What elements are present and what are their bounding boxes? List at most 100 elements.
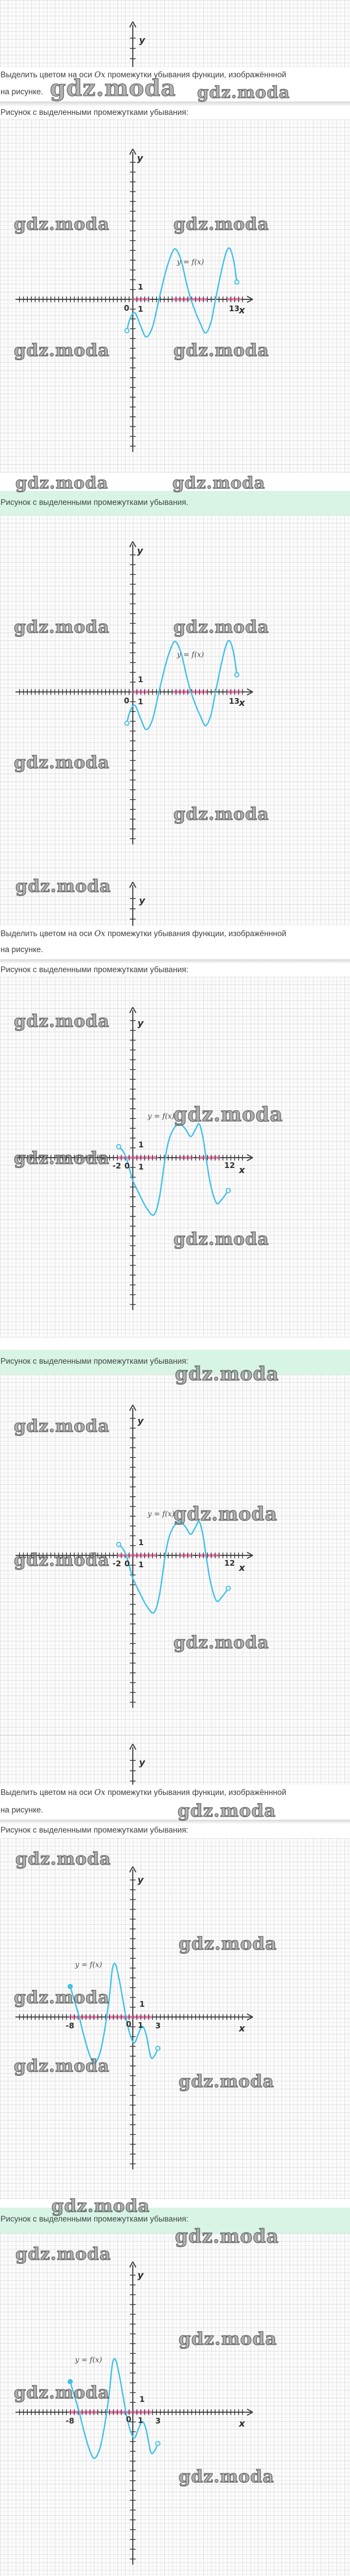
axis-number-label: 13 [229,697,240,706]
green-caption-text: Рисунок с выделенными промежутками убыва… [1,1357,188,1366]
answer-caption-3: Рисунок с выделенными промежутками убыва… [0,1824,350,1838]
axis-number-label: 1 [138,2021,143,2030]
gdz-moda-watermark: gdz.moda [172,472,266,493]
axis-number-label: 3 [155,2416,161,2426]
curve-equation-label: y = f(x) [177,651,204,659]
task-line-2: на рисунке. [1,1806,43,1815]
task-line-1: Выделить цветом на оси Ox промежутки убы… [1,70,286,80]
function-curve [118,1520,229,1614]
axis-number-label: 0 [126,2020,131,2029]
task-line-1-post: промежутки убывания функции, изображённн… [105,1788,287,1797]
axis-number-label: 1 [138,1538,144,1547]
open-endpoint [225,1585,231,1591]
cropped-axis-plot: y [129,21,146,67]
task-line-2: на рисунке. [1,945,43,954]
axis-number-label: 1 [138,697,143,706]
axis-number-label: 12 [224,1161,235,1170]
task-line-1-pre: Выделить цветом на оси [1,71,95,79]
y-axis-label: y [137,1875,144,1886]
function-curve [118,1123,229,1216]
open-endpoint [124,720,130,726]
task-text-1: Выделить цветом на оси Ox промежутки убы… [0,67,350,103]
open-endpoint [234,279,240,285]
y-axis-label: y [137,2270,144,2281]
axis-number-label: 0 [124,696,129,705]
green-caption-3: Рисунок с выделенными промежутками убыва… [0,2208,350,2248]
curve-equation-label: y = f(x) [177,258,204,266]
task-line-1-math: Ox [94,1788,106,1797]
filled-endpoint [67,2379,73,2384]
answer-caption-text: Рисунок с выделенными промежутками убыва… [1,965,188,974]
task-text-2: Выделить цветом на оси Ox промежутки убы… [0,926,350,959]
gdz-moda-watermark: gdz.moda [197,82,290,102]
y-axis-label: y [139,895,146,906]
function-curve [126,640,238,731]
watermark-band-1: gdz.moda gdz.moda [0,472,350,493]
x-axis-label: x [238,1165,246,1176]
function-curve [69,1962,159,2064]
divider-3 [0,1820,350,1824]
task-line-1: Выделить цветом на оси Ox промежутки убы… [1,929,286,939]
open-endpoint [116,1144,121,1149]
x-axis-label: x [238,305,246,316]
axis-number-label: 1 [138,304,143,314]
axis-number-label: 0 [125,1559,130,1568]
cropped-task-figure-3: y [0,1735,350,1785]
green-caption-text: Рисунок с выделенными промежутками убыва… [1,498,188,507]
x-axis-label: x [238,698,246,708]
axis-number-label: -8 [66,2021,75,2030]
axis-number-label: 1 [138,282,143,292]
curve-equation-label: y = f(x) [147,1510,175,1518]
open-endpoint [155,2045,161,2051]
axis-number-label: 1 [138,1162,144,1172]
answer-figure-2a: -2 0 1 1 12 y x y = f(x) gdz.moda gdz.moda gdz.mod… [0,977,350,1337]
gdz-moda-watermark: gdz.moda [15,472,109,493]
open-endpoint [155,2441,161,2446]
open-endpoint [225,1188,231,1193]
open-endpoint [124,328,130,333]
task-line-1-post: промежутки убывания функции, изображённн… [105,929,287,938]
green-caption-1: Рисунок с выделенными промежутками убыва… [0,491,350,515]
curve-equation-label: y = f(x) [147,1112,175,1121]
y-axis-label: y [139,35,146,46]
axis-number-label: -8 [66,2416,75,2426]
answer-figure-1b: 0 1 1 13 y x y = f(x) gdz.moda gdz.moda gdz.moda g… [0,515,350,873]
green-caption-2: Рисунок с выделенными промежутками убыва… [0,1350,350,1385]
y-axis-label: y [139,1757,146,1768]
axis-number-label: 1 [139,1999,145,2009]
function-curve [126,247,238,338]
task-line-1-math: Ox [94,929,106,938]
curve-equation-label: y = f(x) [75,2356,102,2364]
filled-endpoint [67,1984,73,1989]
axis-number-label: -2 [113,1559,121,1568]
y-axis-label: y [137,153,144,164]
answer-figure-2b: -2 0 1 1 12 y x y = f(x) gdz.moda gdz.moda gdz.mod… [0,1375,350,1735]
x-axis-label: x [238,1563,246,1573]
cropped-axis-plot: y [129,882,146,926]
axis-number-label: -2 [113,1161,121,1171]
task-line-1-post: промежутки убывания функции, изображённн… [105,71,287,79]
task-text-3: Выделить цветом на оси Ox промежутки убы… [0,1785,350,1822]
task-line-1-pre: Выделить цветом на оси [1,1788,95,1797]
task-line-2: на рисунке. [1,88,43,96]
divider-2 [0,959,350,963]
axis-number-label: 3 [155,2021,161,2030]
axis-number-label: 1 [138,1140,144,1149]
divider-1 [0,101,350,106]
answer-caption-1: Рисунок с выделенными промежутками убыва… [0,106,350,120]
task-line-1-pre: Выделить цветом на оси [1,929,95,938]
x-axis-label: x [238,2418,246,2429]
answer-figure-3b: -8 0 1 1 3 y x y = f(x) gdz.moda gdz.moda gdz.moda… [0,2233,350,2576]
axis-number-label: 1 [138,675,143,684]
open-endpoint [234,672,240,677]
answer-caption-text: Рисунок с выделенными промежутками убыва… [1,108,188,117]
cropped-task-figure-1: y [0,0,350,67]
answer-caption-text: Рисунок с выделенными промежутками убыва… [1,1826,188,1835]
axis-number-label: 0 [126,2415,131,2424]
